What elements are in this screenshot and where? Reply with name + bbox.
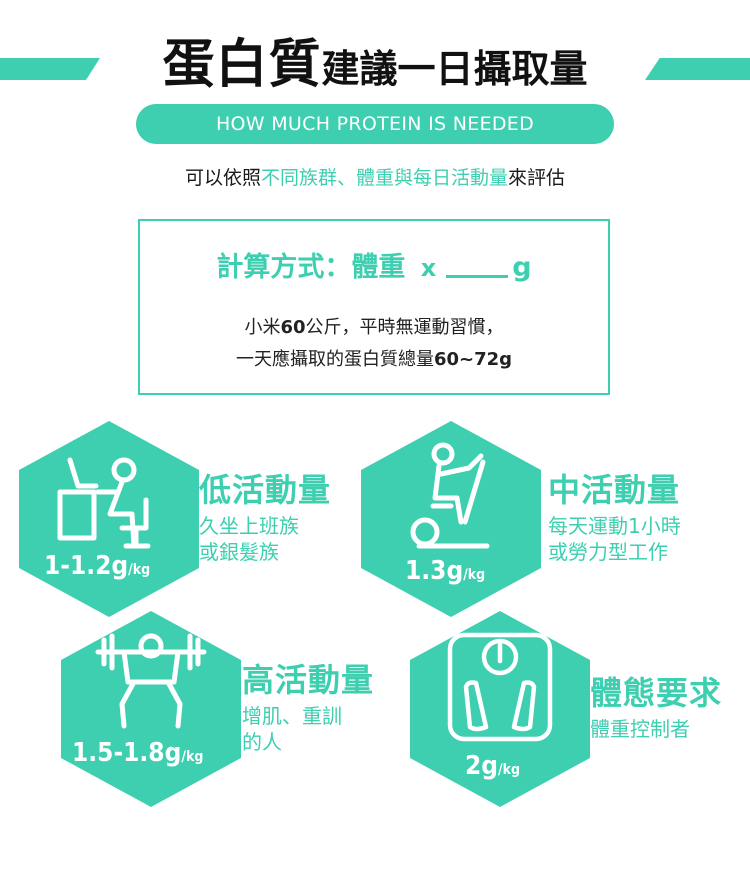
category-title-body: 體態要求 xyxy=(590,674,723,712)
weightlifter-icon xyxy=(95,633,207,729)
hex-value-low: 1-1.2g/kg xyxy=(44,551,151,581)
example-total-value: 60~72g xyxy=(433,349,513,370)
formula-times: x xyxy=(420,254,437,282)
category-desc-body: 體重控制者 xyxy=(590,717,690,741)
intro-highlight: 不同族群、體重與每日活動量 xyxy=(260,167,508,189)
example-condition: 公斤，平時無運動習慣， xyxy=(305,317,504,338)
page-title-rest: 建議一日攝取量 xyxy=(321,47,588,91)
category-desc-high: 增肌、重訓 的人 xyxy=(242,704,342,754)
intro-prefix: 可以依照 xyxy=(184,167,261,189)
category-desc-low: 久坐上班族 或銀髮族 xyxy=(199,514,299,564)
formula-unit: g xyxy=(512,252,532,283)
header-band-right xyxy=(645,58,750,80)
hex-high-activity xyxy=(61,611,241,807)
category-desc-medium: 每天運動1小時 或勞力型工作 xyxy=(548,514,681,564)
example-name: 小米 xyxy=(244,317,281,338)
formula-blank xyxy=(446,274,509,278)
category-title-low: 低活動量 xyxy=(199,471,332,509)
example-line-1: 小米60公斤，平時無運動習慣， xyxy=(140,313,608,339)
hex-value-body: 2g/kg xyxy=(465,751,521,781)
formula-line: 計算方式：體重 x g xyxy=(140,245,608,284)
example-line-2: 一天應攝取的蛋白質總量60~72g xyxy=(140,345,608,371)
page-title-main: 蛋白質 xyxy=(162,35,322,95)
exercise-bike-icon xyxy=(410,442,490,549)
example-total-label: 一天應攝取的蛋白質總量 xyxy=(235,349,434,370)
category-title-high: 高活動量 xyxy=(242,661,375,699)
bathroom-scale-icon xyxy=(447,632,553,742)
page-title: 蛋白質建議一日攝取量 xyxy=(110,30,640,100)
example-weight: 60 xyxy=(280,317,306,338)
formula-label: 計算方式：體重 xyxy=(216,252,406,283)
subtitle-pill: HOW MUCH PROTEIN IS NEEDED xyxy=(136,104,614,144)
hex-value-medium: 1.3g/kg xyxy=(405,556,486,586)
intro-suffix: 來評估 xyxy=(508,167,566,189)
intro-text: 可以依照不同族群、體重與每日活動量來評估 xyxy=(0,163,750,190)
desk-worker-icon xyxy=(57,457,151,549)
hex-value-high: 1.5-1.8g/kg xyxy=(72,738,204,768)
header-band-left xyxy=(0,58,100,80)
category-title-medium: 中活動量 xyxy=(548,471,681,509)
